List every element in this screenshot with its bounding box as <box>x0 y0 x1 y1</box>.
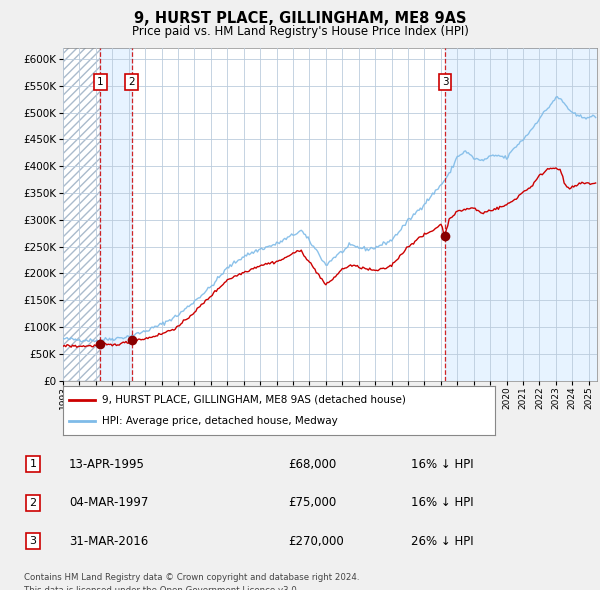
Text: 31-MAR-2016: 31-MAR-2016 <box>69 535 148 548</box>
Text: £75,000: £75,000 <box>288 496 336 509</box>
Text: 1: 1 <box>29 460 37 469</box>
Bar <box>100 48 131 381</box>
Text: 9, HURST PLACE, GILLINGHAM, ME8 9AS (detached house): 9, HURST PLACE, GILLINGHAM, ME8 9AS (det… <box>102 395 406 405</box>
Text: 04-MAR-1997: 04-MAR-1997 <box>69 496 148 509</box>
Text: Contains HM Land Registry data © Crown copyright and database right 2024.
This d: Contains HM Land Registry data © Crown c… <box>24 573 359 590</box>
Text: 9, HURST PLACE, GILLINGHAM, ME8 9AS: 9, HURST PLACE, GILLINGHAM, ME8 9AS <box>134 11 466 25</box>
Bar <box>445 48 597 381</box>
Text: 26% ↓ HPI: 26% ↓ HPI <box>411 535 473 548</box>
Text: 16% ↓ HPI: 16% ↓ HPI <box>411 458 473 471</box>
Text: HPI: Average price, detached house, Medway: HPI: Average price, detached house, Medw… <box>102 417 338 427</box>
Text: 16% ↓ HPI: 16% ↓ HPI <box>411 496 473 509</box>
Text: 2: 2 <box>128 77 135 87</box>
Text: 3: 3 <box>29 536 37 546</box>
Text: £68,000: £68,000 <box>288 458 336 471</box>
Text: 2: 2 <box>29 498 37 507</box>
Bar <box>63 48 100 381</box>
Text: Price paid vs. HM Land Registry's House Price Index (HPI): Price paid vs. HM Land Registry's House … <box>131 25 469 38</box>
Text: 13-APR-1995: 13-APR-1995 <box>69 458 145 471</box>
Text: £270,000: £270,000 <box>288 535 344 548</box>
Bar <box>63 48 100 381</box>
Text: 1: 1 <box>97 77 104 87</box>
Text: 3: 3 <box>442 77 448 87</box>
